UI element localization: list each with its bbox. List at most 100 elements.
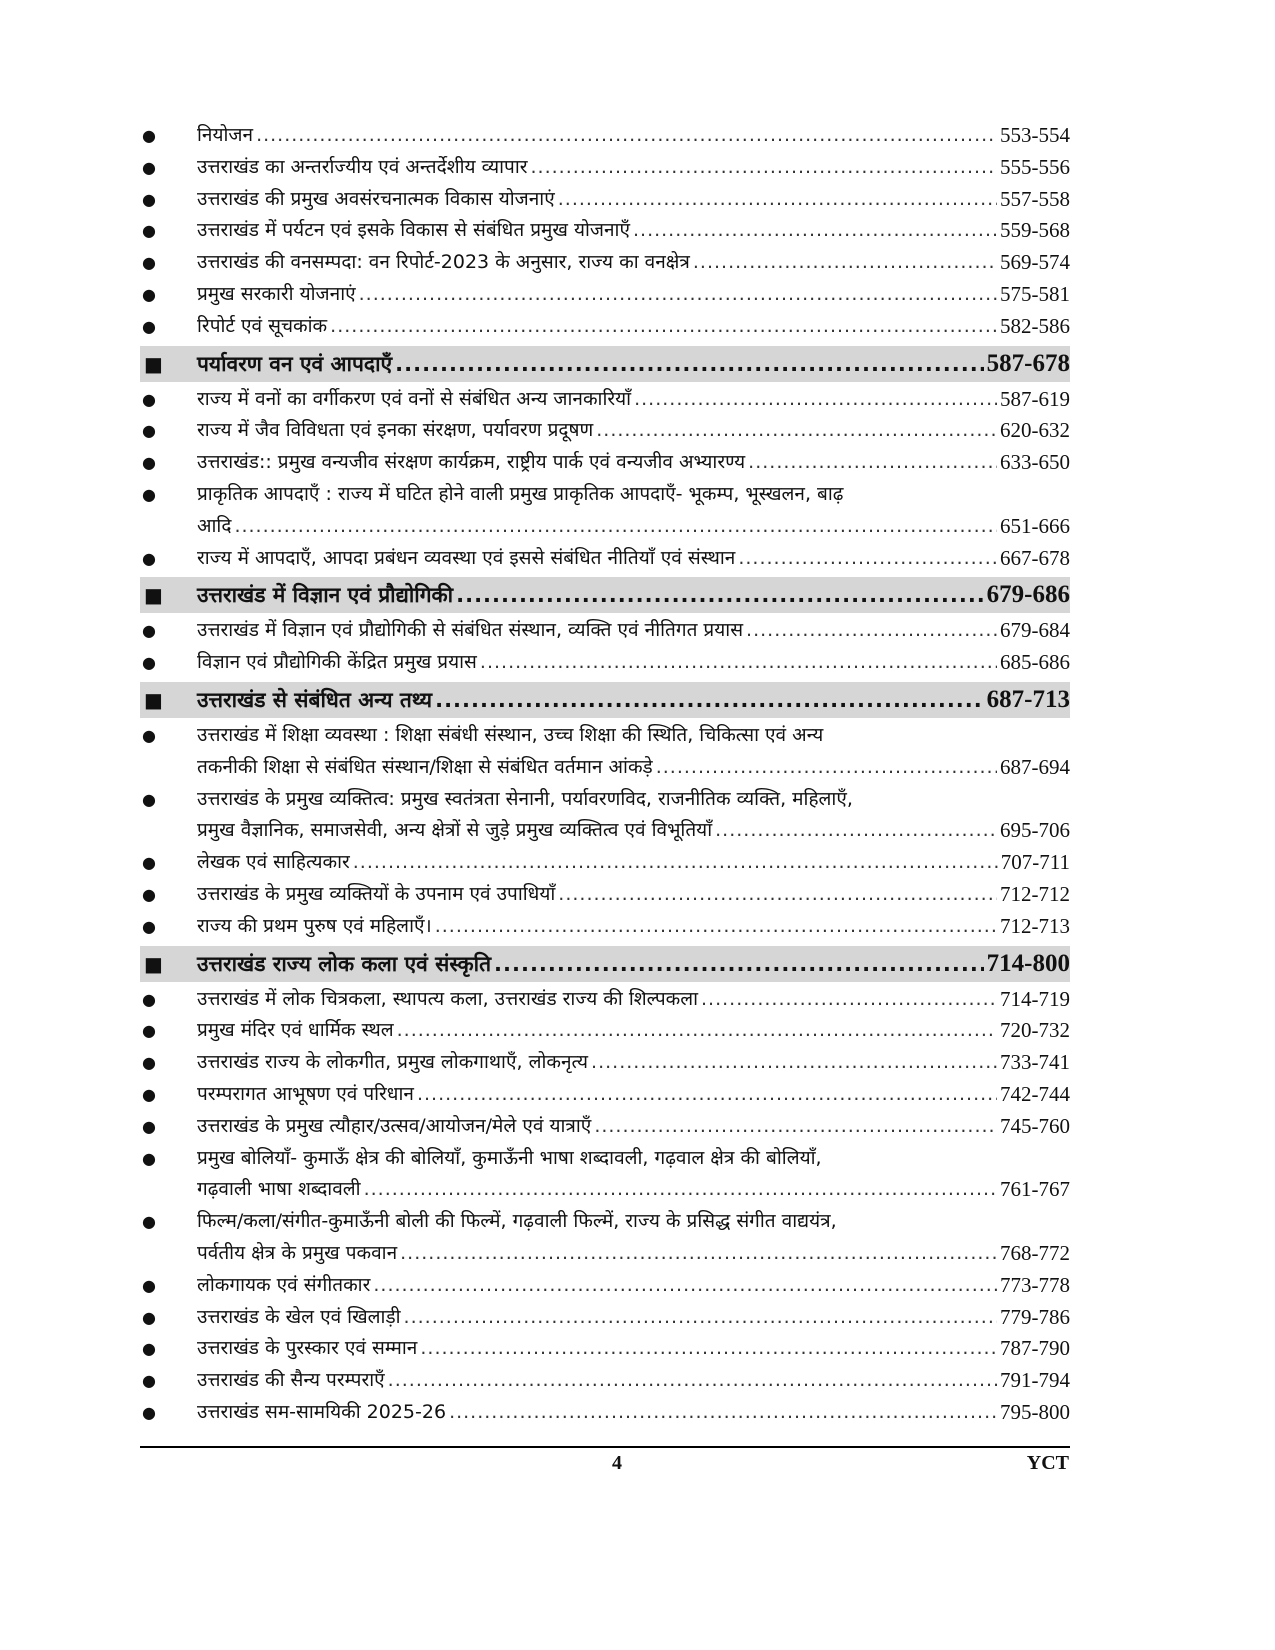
item-title: तकनीकी शिक्षा से संबंधित संस्थान/शिक्षा …: [197, 755, 653, 778]
dot-leader: [591, 1047, 997, 1079]
page-range: 633-650: [1000, 450, 1070, 475]
toc-item: ● उत्तराखंड में पर्यटन एवं इसके विकास से …: [140, 215, 1070, 247]
section-heading: ■ पर्यावरण वन एवं आपदाएँ 587-678: [140, 345, 1070, 382]
toc-item: ● प्रमुख बोलियाँ- कुमाऊँ क्षेत्र की बोलिय…: [140, 1143, 1070, 1175]
toc-item: ● प्राकृतिक आपदाएँ : राज्य में घटित होने …: [140, 479, 1070, 511]
dot-leader: [494, 952, 984, 976]
bullet-icon: ●: [142, 421, 156, 441]
page-range: 714-800: [986, 949, 1070, 977]
page-range: 679-684: [1000, 618, 1070, 643]
toc-item: ● राज्य में आपदाएँ, आपदा प्रबंधन व्यवस्था…: [140, 543, 1070, 575]
dot-leader: [558, 184, 997, 216]
page-range: 787-790: [1000, 1336, 1070, 1361]
item-title: राज्य में जैव विविधता एवं इनका संरक्षण, …: [197, 419, 594, 442]
item-title: विज्ञान एवं प्रौद्योगिकी केंद्रित प्रमुख…: [197, 651, 477, 674]
page-range: 620-632: [1000, 418, 1070, 443]
toc-item: ● उत्तराखंड सम-सामयिकी 2025-26 795-800: [140, 1397, 1070, 1429]
bullet-icon: ●: [142, 453, 156, 473]
bullet-icon: ●: [142, 1084, 156, 1104]
toc-item: ● उत्तराखंड राज्य के लोकगीत, प्रमुख लोकगा…: [140, 1047, 1070, 1079]
item-title: उत्तराखंड का अन्तर्राज्यीय एवं अन्तर्देश…: [197, 155, 528, 178]
toc-item: ● प्रमुख मंदिर एवं धार्मिक स्थल 720-732: [140, 1015, 1070, 1047]
toc-item: ● विज्ञान एवं प्रौद्योगिकी केंद्रित प्रमु…: [140, 647, 1070, 679]
page-range: 720-732: [1000, 1018, 1070, 1043]
bullet-icon: ●: [142, 1148, 156, 1168]
bullet-icon: ●: [142, 1275, 156, 1295]
item-title: प्राकृतिक आपदाएँ : राज्य में घटित होने व…: [197, 482, 844, 505]
page-range: 555-556: [1000, 154, 1070, 179]
bullet-icon: ●: [142, 1307, 156, 1327]
dot-leader: [417, 1079, 997, 1111]
toc-item: ● उत्तराखंड के प्रमुख व्यक्तित्व: प्रमुख …: [140, 784, 1070, 816]
bullet-icon: ●: [142, 653, 156, 673]
toc-item: ● परम्परागत आभूषण एवं परिधान 742-744: [140, 1079, 1070, 1111]
page-range: 687-713: [986, 685, 1070, 713]
toc-item: ● नियोजन 553-554: [140, 120, 1070, 152]
dot-leader: [531, 152, 997, 184]
bullet-icon: ●: [142, 1053, 156, 1073]
toc-item-continuation: गढ़वाली भाषा शब्दावली 761-767: [140, 1174, 1070, 1206]
dot-leader: [748, 447, 997, 479]
item-title: नियोजन: [197, 124, 254, 146]
toc-item: ● उत्तराखंड के खेल एवं खिलाड़ी 779-786: [140, 1302, 1070, 1334]
section-heading: ■ उत्तराखंड राज्य लोक कला एवं संस्कृति 714…: [140, 945, 1070, 982]
page-range: 714-719: [1000, 986, 1070, 1011]
page-range: 667-678: [1000, 545, 1070, 570]
item-title: उत्तराखंड के प्रमुख व्यक्तियों के उपनाम …: [197, 882, 556, 905]
dot-leader: [746, 615, 997, 647]
item-title: उत्तराखंड राज्य के लोकगीत, प्रमुख लोकगाथ…: [197, 1051, 589, 1074]
section-heading: ■ उत्तराखंड में विज्ञान एवं प्रौद्योगिकी 6…: [140, 577, 1070, 614]
page-range: 679-686: [986, 581, 1070, 609]
page-range: 791-794: [1000, 1368, 1070, 1393]
table-of-contents: ● नियोजन 553-554 ● उत्तराखंड का अन्तर्राज्यी…: [140, 120, 1070, 1429]
square-bullet-icon: ■: [144, 351, 163, 376]
item-title: राज्य में वनों का वर्गीकरण एवं वनों से स…: [197, 387, 632, 410]
section-title: उत्तराखंड में विज्ञान एवं प्रौद्योगिकी: [197, 583, 454, 608]
item-title: परम्परागत आभूषण एवं परिधान: [197, 1082, 414, 1105]
dot-leader: [373, 1270, 997, 1302]
toc-item: ● राज्य में वनों का वर्गीकरण एवं वनों से …: [140, 384, 1070, 416]
item-title: उत्तराखंड के खेल एवं खिलाड़ी: [197, 1305, 401, 1328]
bullet-icon: ●: [142, 853, 156, 873]
item-title: प्रमुख मंदिर एवं धार्मिक स्थल: [197, 1019, 394, 1042]
toc-item: ● उत्तराखंड के पुरस्कार एवं सम्मान 787-790: [140, 1333, 1070, 1365]
bullet-icon: ●: [142, 884, 156, 904]
item-title: प्रमुख वैज्ञानिक, समाजसेवी, अन्य क्षेत्र…: [197, 819, 713, 842]
toc-item: ● उत्तराखंड की सैन्य परम्पराएँ 791-794: [140, 1365, 1070, 1397]
section-title: पर्यावरण वन एवं आपदाएँ: [197, 351, 393, 376]
toc-item: ● उत्तराखंड के प्रमुख त्यौहार/उत्सव/आयोजन…: [140, 1111, 1070, 1143]
toc-item: ● प्रमुख सरकारी योजनाएं 575-581: [140, 279, 1070, 311]
bullet-icon: ●: [142, 621, 156, 641]
page-range: 587-678: [986, 349, 1070, 377]
toc-item: ● राज्य में जैव विविधता एवं इनका संरक्षण,…: [140, 415, 1070, 447]
bullet-icon: ●: [142, 389, 156, 409]
section-title: उत्तराखंड से संबंधित अन्य तथ्य: [197, 687, 433, 712]
page-range: 587-619: [1000, 386, 1070, 411]
dot-leader: [404, 1302, 997, 1334]
dot-leader: [449, 1397, 997, 1429]
dot-leader: [693, 247, 997, 279]
item-title: उत्तराखंड के प्रमुख व्यक्तित्व: प्रमुख स…: [197, 787, 853, 810]
publisher-brand: YCT: [1026, 1452, 1069, 1474]
bullet-icon: ●: [142, 725, 156, 745]
item-title: पर्वतीय क्षेत्र के प्रमुख पकवान: [197, 1241, 398, 1264]
dot-leader: [633, 215, 997, 247]
dot-leader: [480, 647, 997, 679]
dot-leader: [400, 1238, 997, 1270]
toc-item: ● उत्तराखंड के प्रमुख व्यक्तियों के उपनाम…: [140, 879, 1070, 911]
bullet-icon: ●: [142, 157, 156, 177]
page-range: 695-706: [1000, 818, 1070, 843]
dot-leader: [395, 352, 984, 376]
dot-leader: [558, 879, 997, 911]
item-title: उत्तराखंड के प्रमुख त्यौहार/उत्सव/आयोजन/…: [197, 1114, 592, 1137]
dot-leader: [234, 511, 997, 543]
dot-leader: [456, 583, 984, 607]
toc-item: ● उत्तराखंड का अन्तर्राज्यीय एवं अन्तर्दे…: [140, 152, 1070, 184]
item-title: उत्तराखंड सम-सामयिकी 2025-26: [197, 1400, 447, 1423]
bullet-icon: ●: [142, 189, 156, 209]
bullet-icon: ●: [142, 916, 156, 936]
dot-leader: [715, 815, 997, 847]
bullet-icon: ●: [142, 1339, 156, 1359]
item-title: प्रमुख बोलियाँ- कुमाऊँ क्षेत्र की बोलिया…: [197, 1146, 822, 1169]
dot-leader: [594, 1111, 997, 1143]
